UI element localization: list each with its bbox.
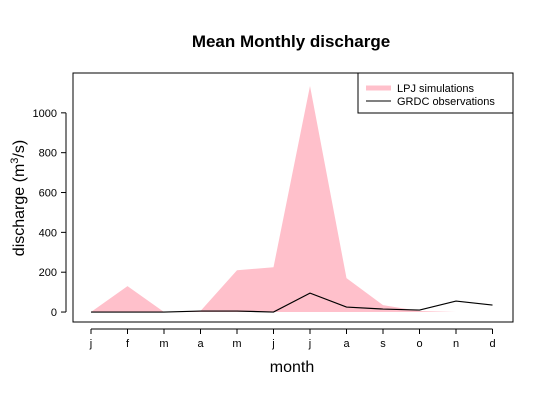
y-tick-label: 0 [51, 307, 57, 319]
y-axis-label-base: discharge (m [11, 164, 28, 256]
x-tick-label: o [416, 338, 422, 350]
plot-frame [72, 72, 514, 323]
x-tick-label: j [89, 338, 92, 350]
y-axis-label: discharge (m3/s) [9, 140, 28, 256]
grdc-observation-line [91, 292, 493, 313]
y-axis-label-exponent: 3 [9, 158, 21, 164]
y-axis: 0 200 400 600 800 1000 [33, 108, 67, 319]
x-tick-label: a [343, 338, 350, 350]
x-tick-label: m [159, 338, 168, 350]
y-tick-label: 1000 [33, 108, 57, 120]
legend: LPJ simulations GRDC observations [357, 72, 514, 114]
legend-label-lpj: LPJ simulations [397, 83, 475, 95]
plot-area [72, 72, 514, 323]
y-tick-label: 800 [39, 148, 57, 160]
x-tick-label: m [232, 338, 241, 350]
x-tick-label: a [197, 338, 204, 350]
x-tick-label: j [308, 338, 311, 350]
y-tick-label: 200 [39, 267, 57, 279]
chart-title: Mean Monthly discharge [192, 32, 390, 51]
lpj-simulation-band [91, 85, 493, 313]
y-tick-label: 600 [39, 188, 57, 200]
x-tick-label: n [453, 338, 459, 350]
x-axis-label: month [270, 359, 314, 376]
x-tick-label: d [489, 338, 495, 350]
x-tick-label: f [126, 338, 130, 350]
x-tick-label: s [380, 338, 386, 350]
legend-box [357, 72, 514, 114]
x-tick-label: j [271, 338, 274, 350]
legend-label-grdc: GRDC observations [397, 96, 495, 108]
y-axis-label-tail: /s) [11, 140, 28, 158]
y-tick-label: 400 [39, 227, 57, 239]
